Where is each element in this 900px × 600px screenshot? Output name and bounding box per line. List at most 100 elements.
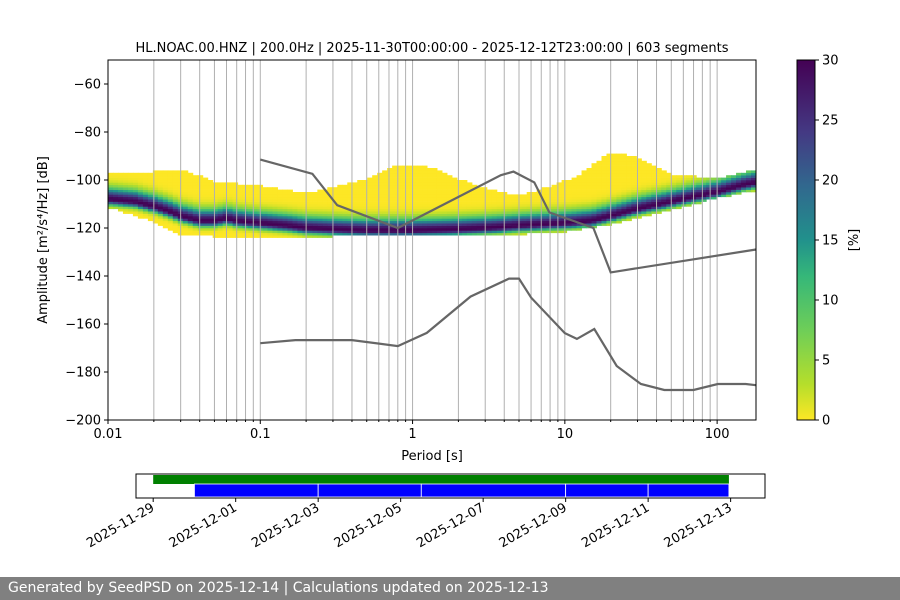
psd-cell [506,196,513,200]
psd-cell [441,187,448,190]
psd-cell [347,218,353,222]
psd-cell [432,189,438,193]
psd-cell [297,218,303,222]
psd-cell [616,216,622,219]
psd-cell [536,218,543,222]
psd-cell [621,156,627,159]
plot-frame [107,59,757,421]
psd-cell [441,172,448,176]
psd-cell [676,175,682,178]
psd-cell [656,189,662,193]
psd-cell [651,165,657,169]
psd-cell [367,182,373,186]
psd-cell [476,201,483,205]
psd-cell [227,232,234,236]
x-axis-label: Period [s] [401,449,463,464]
psd-cell [536,196,543,200]
psd-cell [197,208,204,212]
psd-cell [506,194,513,198]
psd-cell [292,232,298,236]
psd-cell [536,199,543,202]
psd-cell [561,201,568,205]
psd-cell [327,189,333,193]
psd-cell [392,230,398,234]
psd-cell [402,189,408,193]
psd-cell [232,204,239,207]
psd-cell [681,204,687,207]
psd-cell [252,192,259,195]
psd-cell [661,208,667,212]
psd-cell [422,194,428,198]
psd-cell [172,199,179,202]
psd-cell [357,199,363,202]
psd-cell [147,204,154,207]
psd-cell [486,216,493,219]
psd-cell [287,211,293,214]
psd-cell [656,170,662,174]
psd-cell [187,189,194,193]
psd-cell [302,232,308,236]
psd-cell [227,220,234,224]
psd-cell [476,225,483,229]
psd-cell [656,187,662,190]
psd-cell [606,189,612,193]
psd-cell [262,211,268,214]
psd-cell [157,192,164,195]
psd-cell [531,196,538,200]
psd-cell [731,175,737,178]
psd-cell [701,180,707,183]
psd-cell [551,230,558,234]
psd-cell [302,220,308,224]
psd-cell [387,216,393,219]
psd-cell [392,223,398,226]
psd-cell [436,184,443,188]
psd-cell [521,228,528,231]
psd-cell [347,196,353,200]
psd-cell [382,211,388,214]
psd-cell [436,225,443,229]
psd-cell [412,187,418,190]
psd-cell [232,189,239,193]
psd-cell [591,170,597,174]
psd-cell [357,194,363,198]
psd-cell [147,201,154,205]
psd-cell [446,180,453,183]
psd-cell [596,172,602,176]
psd-cell [417,184,423,188]
psd-cell [711,177,717,181]
psd-cell [422,232,428,236]
psd-cell [357,187,363,190]
psd-cell [626,170,632,174]
psd-cell [407,194,413,198]
psd-cell [108,187,114,190]
psd-cell [182,194,189,198]
psd-cell [466,232,473,236]
psd-cell [651,187,657,190]
psd-cell [412,199,418,202]
psd-cell [247,204,254,207]
psd-cell [576,228,583,231]
psd-cell [182,177,189,181]
psd-cell [322,206,328,210]
psd-cell [686,204,692,207]
psd-cell [561,194,568,198]
psd-cell [481,187,488,190]
psd-cell [432,218,438,222]
psd-cell [636,175,642,178]
psd-cell [621,160,627,164]
psd-cell [441,206,448,210]
psd-cell [417,187,423,190]
psd-cell [671,194,677,198]
psd-cell [681,180,687,183]
psd-cell [731,184,737,188]
psd-cell [601,211,607,214]
psd-cell [596,194,602,198]
psd-cell [422,220,428,224]
psd-cell [461,189,468,193]
psd-cell [686,196,692,200]
psd-cell [676,192,682,195]
psd-cell [541,213,548,217]
psd-cell [232,218,239,222]
psd-cell [551,204,558,207]
psd-cell [466,199,473,202]
